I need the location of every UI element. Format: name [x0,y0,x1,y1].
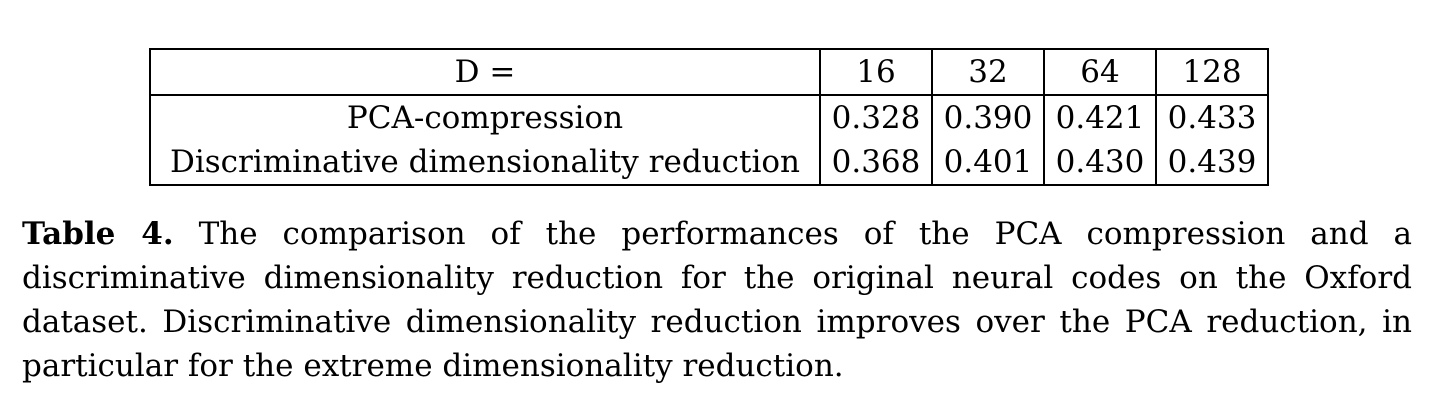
row-label: PCA-compression [150,95,821,140]
table-cell: 0.401 [932,140,1045,185]
results-table-container: D = 16 32 64 128 PCA-compression 0.328 0… [149,48,1269,186]
header-label: D = [150,49,821,95]
header-cell: 128 [1182,54,1242,90]
table-caption: Table 4. The comparison of the performan… [22,212,1412,388]
table-cell: 0.328 [820,95,933,140]
table-cell: 0.390 [932,95,1045,140]
header-cell: 64 [1044,49,1157,95]
caption-text: The comparison of the performances of th… [22,216,1413,384]
results-table: D = 16 32 64 128 PCA-compression 0.328 0… [149,48,1269,186]
table-row: PCA-compression 0.328 0.390 0.421 0.433 [150,95,1268,140]
table-cell: 0.439 [1167,144,1257,180]
header-cell: 32 [932,49,1045,95]
table-cell: 0.430 [1044,140,1157,185]
row-label: Discriminative dimensionality reduction [150,140,821,185]
table-cell: 0.421 [1044,95,1157,140]
table-cell: 0.433 [1167,100,1257,136]
table-header-row: D = 16 32 64 128 [150,49,1268,95]
header-cell: 16 [820,49,933,95]
table-row: Discriminative dimensionality reduction … [150,140,1268,185]
caption-label: Table 4. [22,216,174,252]
table-cell: 0.368 [820,140,933,185]
